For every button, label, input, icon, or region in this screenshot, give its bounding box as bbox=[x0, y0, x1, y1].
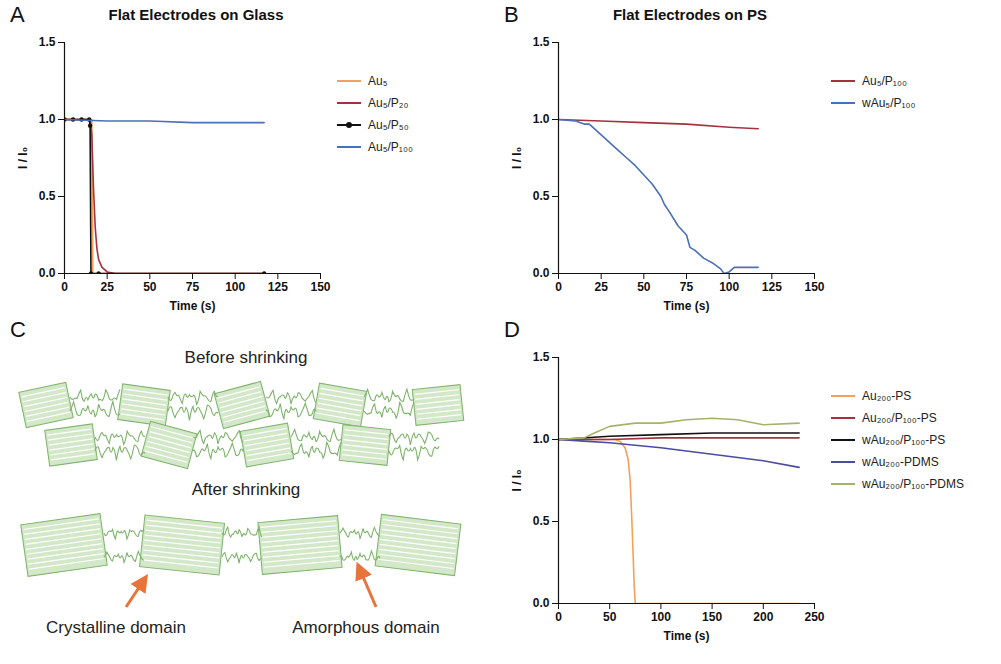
svg-text:25: 25 bbox=[594, 280, 608, 294]
html-text:Au₅: Au₅ bbox=[368, 74, 388, 88]
svg-text:0.0: 0.0 bbox=[533, 266, 550, 280]
html-text:wAu₅/P₁₀₀: wAu₅/P₁₀₀ bbox=[862, 96, 916, 110]
html-text:Au₅/P₅₀: Au₅/P₅₀ bbox=[368, 118, 409, 132]
html-text:Au₅/P₁₀₀: Au₅/P₁₀₀ bbox=[862, 74, 907, 88]
svg-text:After shrinking: After shrinking bbox=[192, 480, 301, 499]
svg-text:I / I₀: I / I₀ bbox=[510, 469, 524, 491]
svg-text:Crystalline domain: Crystalline domain bbox=[46, 618, 186, 637]
svg-text:125: 125 bbox=[762, 280, 782, 294]
svg-text:50: 50 bbox=[637, 280, 651, 294]
svg-text:Amorphous domain: Amorphous domain bbox=[292, 618, 439, 637]
svg-text:1.0: 1.0 bbox=[533, 112, 550, 126]
svg-text:250: 250 bbox=[804, 610, 824, 624]
svg-text:Time (s): Time (s) bbox=[664, 629, 710, 643]
svg-text:I / I₀: I / I₀ bbox=[510, 147, 524, 169]
html-text:C: C bbox=[10, 317, 26, 342]
html-text:Au₅/P₂₀: Au₅/P₂₀ bbox=[368, 96, 409, 110]
html-text:A: A bbox=[10, 2, 25, 27]
svg-text:Time (s): Time (s) bbox=[170, 299, 216, 313]
svg-text:100: 100 bbox=[651, 610, 671, 624]
svg-text:0.5: 0.5 bbox=[533, 514, 550, 528]
html-text:Flat Electrodes on PS: Flat Electrodes on PS bbox=[612, 6, 768, 23]
svg-text:100: 100 bbox=[225, 280, 245, 294]
html-text:Flat Electrodes on Glass: Flat Electrodes on Glass bbox=[108, 6, 284, 23]
html-text:Au₅/P₁₀₀: Au₅/P₁₀₀ bbox=[368, 140, 413, 154]
svg-text:Time (s): Time (s) bbox=[664, 299, 710, 313]
svg-text:0: 0 bbox=[555, 610, 562, 624]
html-text:B: B bbox=[504, 2, 519, 27]
svg-text:0: 0 bbox=[555, 280, 562, 294]
svg-text:1.5: 1.5 bbox=[533, 35, 550, 49]
html-text:Au₂₀₀-PS: Au₂₀₀-PS bbox=[862, 389, 912, 403]
svg-text:200: 200 bbox=[753, 610, 773, 624]
svg-text:Before shrinking: Before shrinking bbox=[185, 348, 308, 367]
svg-text:I / I₀: I / I₀ bbox=[16, 147, 30, 169]
svg-text:150: 150 bbox=[310, 280, 330, 294]
html-text:wAu₂₀₀-PDMS: wAu₂₀₀-PDMS bbox=[862, 455, 939, 469]
html-text:wAu₂₀₀/P₁₀₀-PDMS: wAu₂₀₀/P₁₀₀-PDMS bbox=[862, 477, 964, 491]
svg-text:150: 150 bbox=[804, 280, 824, 294]
svg-text:0.0: 0.0 bbox=[39, 266, 56, 280]
svg-text:0.5: 0.5 bbox=[533, 189, 550, 203]
svg-text:0: 0 bbox=[61, 280, 68, 294]
svg-text:125: 125 bbox=[268, 280, 288, 294]
svg-text:75: 75 bbox=[680, 280, 694, 294]
svg-text:50: 50 bbox=[143, 280, 157, 294]
svg-text:0.5: 0.5 bbox=[39, 189, 56, 203]
svg-text:1.0: 1.0 bbox=[39, 112, 56, 126]
svg-text:1.5: 1.5 bbox=[39, 35, 56, 49]
svg-text:150: 150 bbox=[702, 610, 722, 624]
svg-text:25: 25 bbox=[100, 280, 114, 294]
svg-text:50: 50 bbox=[603, 610, 617, 624]
html-text:D: D bbox=[504, 317, 520, 342]
svg-text:100: 100 bbox=[719, 280, 739, 294]
svg-text:0.0: 0.0 bbox=[533, 596, 550, 610]
html-text:wAu₂₀₀/P₁₀₀-PS: wAu₂₀₀/P₁₀₀-PS bbox=[862, 433, 946, 447]
svg-text:75: 75 bbox=[186, 280, 200, 294]
html-text:Au₂₀₀/P₁₀₀-PS: Au₂₀₀/P₁₀₀-PS bbox=[862, 411, 937, 425]
svg-text:1.5: 1.5 bbox=[533, 350, 550, 364]
svg-text:1.0: 1.0 bbox=[533, 432, 550, 446]
